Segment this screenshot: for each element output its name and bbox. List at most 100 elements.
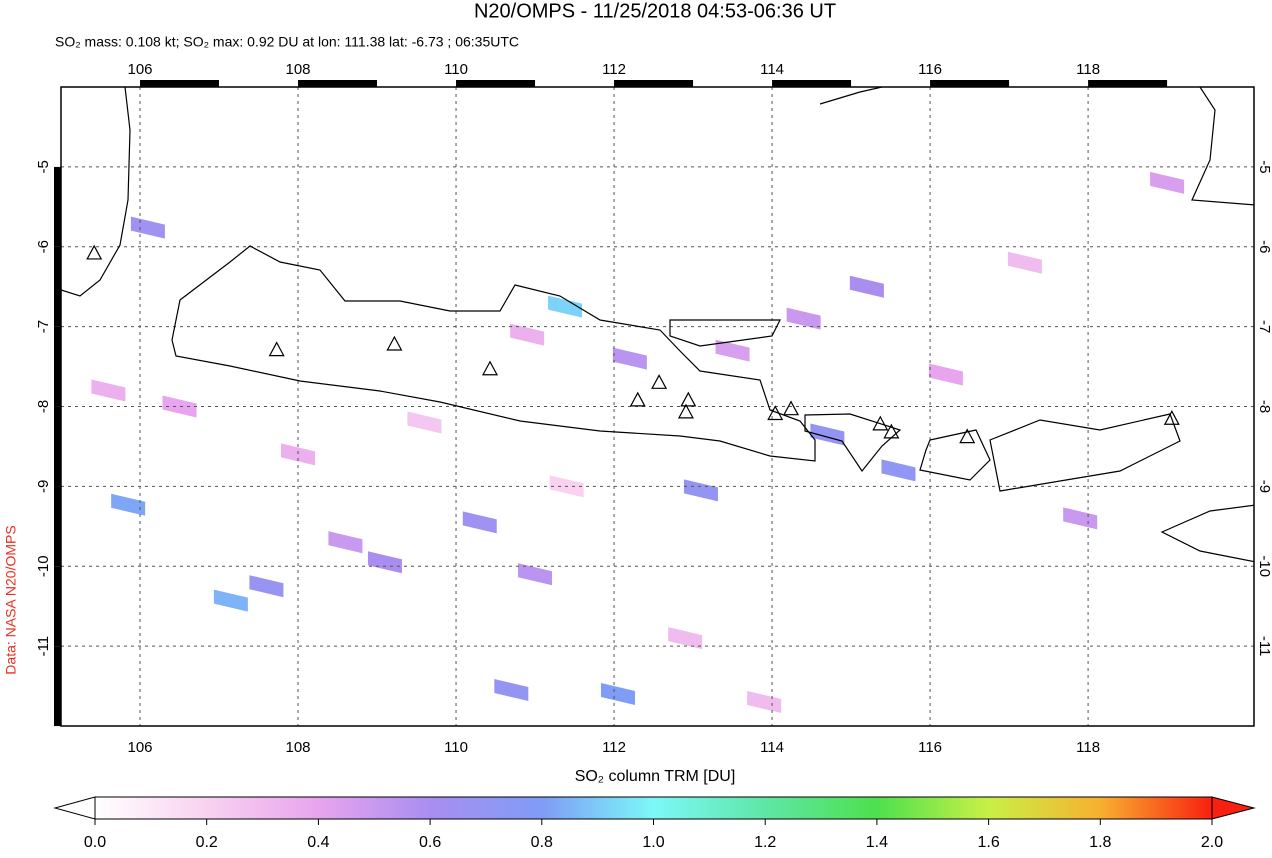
frame-band [54, 566, 61, 647]
volcano [386, 335, 403, 351]
x-tick-label: 106 [127, 739, 152, 756]
so2-pixel [849, 275, 884, 298]
x-tick-label: 106 [127, 61, 152, 78]
so2-pixel [111, 493, 146, 516]
so2-pixel [367, 551, 402, 574]
volcano [872, 415, 889, 431]
volcano [783, 400, 800, 416]
x-tick-label: 112 [602, 61, 626, 78]
colorbar [94, 796, 1213, 820]
colorbar-tick-label: 1.8 [1089, 834, 1111, 851]
frame-band [54, 486, 61, 567]
x-tick-label: 116 [918, 61, 942, 78]
pixel-layer [91, 171, 1185, 714]
so2-pixel [1150, 171, 1185, 194]
so2-pixel [91, 379, 126, 402]
volcano [680, 391, 697, 407]
x-tick-label: 108 [286, 739, 311, 756]
x-tick-label: 114 [760, 739, 784, 756]
frame-band [54, 406, 61, 487]
coastline [669, 319, 781, 347]
coastline [171, 245, 816, 462]
x-tick-label: 112 [602, 739, 626, 756]
colorbar-ticks: 0.0 0.2 0.4 0.6 0.8 1.0 1.2 1.4 1.6 1.8 2.0 [84, 819, 1223, 851]
y-tick-label: -6 [35, 240, 52, 253]
x-tick-label: 108 [286, 61, 311, 78]
frame-band [54, 326, 61, 407]
coastline [819, 87, 1254, 206]
colorbar-tick-label: 0.0 [84, 834, 106, 851]
y-tick-label: -9 [35, 480, 52, 493]
volcano [677, 403, 694, 419]
so2-pixel [510, 323, 545, 346]
colorbar-label: SO₂ column TRM [DU] [575, 768, 736, 785]
credit: Data: NASA N20/OMPS [3, 525, 19, 674]
so2-pixel [281, 443, 316, 466]
y-tick-label: -7 [1256, 320, 1272, 333]
so2-pixel [612, 347, 647, 370]
x-tick-label: 114 [760, 61, 784, 78]
volcano-layer [86, 244, 1180, 444]
so2-pixel [747, 691, 782, 714]
so2-pixel [249, 575, 284, 598]
frame-ticks: 106 106 108 108 110 110 112 112 114 114 116 116 118 1… [35, 61, 1272, 756]
so2-pixel [881, 459, 916, 482]
coastline [1160, 504, 1254, 563]
subtitle: SO₂ mass: 0.108 kt; SO₂ max: 0.92 DU at … [55, 34, 519, 50]
colorbar-tick-label: 0.4 [307, 834, 329, 851]
colorbar-tick-label: 0.8 [531, 834, 553, 851]
colorbar-tick-label: 2.0 [1201, 834, 1223, 851]
colorbar-tick-label: 1.6 [977, 834, 999, 851]
so2-pixel [548, 295, 583, 318]
so2-pixel [928, 363, 963, 386]
so2-pixel [1007, 251, 1042, 274]
y-tick-label: -5 [35, 160, 52, 173]
frame-band [772, 80, 852, 87]
volcano [651, 374, 668, 389]
so2-pixel [600, 683, 635, 706]
frame-band [614, 80, 694, 87]
so2-pixel [162, 395, 197, 418]
so2-pixel [715, 339, 750, 362]
colorbar-tick-label: 1.2 [754, 834, 776, 851]
frame-band [140, 80, 220, 87]
x-tick-label: 118 [1076, 739, 1100, 756]
y-tick-label: -11 [35, 636, 52, 657]
so2-pixel [130, 216, 165, 239]
so2-pixel [328, 531, 363, 554]
so2-pixel [213, 589, 248, 612]
y-tick-label: -10 [35, 555, 52, 577]
y-tick-label: -8 [35, 400, 52, 413]
coastline [989, 413, 1181, 492]
coastlines [61, 87, 1254, 563]
colorbar-over [1211, 796, 1256, 820]
so2-pixel [1063, 507, 1098, 530]
colorbar-tick-label: 0.6 [419, 834, 441, 851]
colorbar-under [53, 796, 96, 820]
frame-band [298, 80, 378, 87]
x-tick-label: 110 [444, 61, 468, 78]
so2-pixel [494, 679, 529, 702]
x-tick-label: 116 [918, 739, 942, 756]
y-tick-label: -9 [1256, 480, 1272, 493]
frame-band [54, 246, 61, 327]
volcano [959, 428, 976, 444]
frame-band [54, 646, 61, 727]
grid [61, 87, 1254, 726]
y-tick-label: -6 [1256, 240, 1272, 253]
colorbar-tick-label: 0.2 [196, 834, 218, 851]
volcano [482, 360, 499, 376]
so2-pixel [786, 307, 821, 330]
x-tick-label: 118 [1076, 61, 1100, 78]
frame-band [456, 80, 536, 87]
y-tick-label: -8 [1256, 400, 1272, 413]
volcano [629, 391, 646, 407]
colorbar-tick-label: 1.4 [866, 834, 888, 851]
volcano [767, 405, 784, 421]
so2-pixel [683, 479, 718, 502]
coastline [61, 87, 131, 297]
volcano [1163, 410, 1180, 425]
so2-pixel [518, 563, 553, 586]
x-tick-label: 110 [444, 739, 468, 756]
